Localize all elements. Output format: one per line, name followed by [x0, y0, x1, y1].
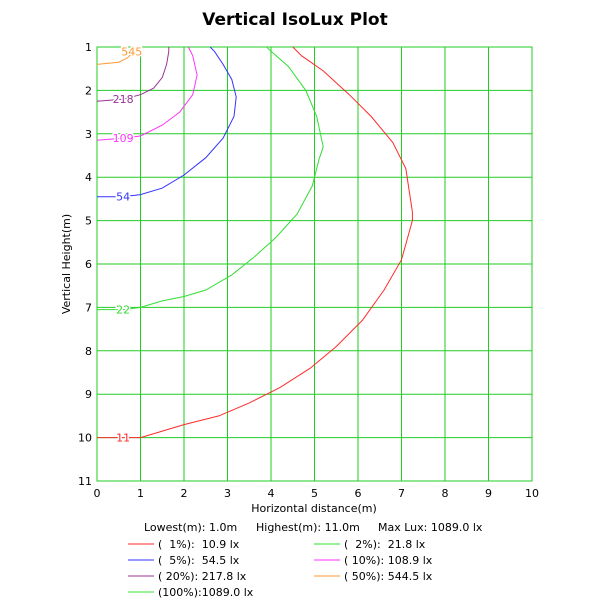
- legend-entry: ( 20%): 217.8 lx: [158, 570, 247, 583]
- y-tick-label: 11: [78, 475, 92, 488]
- x-tick-label: 5: [311, 487, 318, 500]
- info-highest: Highest(m): 11.0m: [256, 521, 360, 534]
- contour-label-22: 22: [116, 304, 130, 317]
- contour-line-22: [97, 46, 324, 311]
- y-tick-label: 6: [85, 258, 92, 271]
- y-tick-label: 3: [85, 128, 92, 141]
- contour-label-109: 109: [113, 132, 134, 145]
- info-lowest: Lowest(m): 1.0m: [144, 521, 237, 534]
- x-tick-label: 7: [398, 487, 405, 500]
- y-tick-label: 5: [85, 215, 92, 228]
- contour-label-11: 11: [116, 432, 130, 445]
- x-tick-label: 1: [137, 487, 144, 500]
- x-tick-label: 10: [525, 487, 539, 500]
- y-tick-label: 10: [78, 432, 92, 445]
- contour-label-218: 218: [113, 93, 134, 106]
- x-tick-label: 0: [94, 487, 101, 500]
- x-axis-ticks: 0 1 2 3 4 5 6 7 8 9 10: [94, 487, 540, 500]
- y-axis-ticks: 1 2 3 4 5 6 7 8 9 10 11: [78, 41, 92, 488]
- contour-line-109: [96, 46, 198, 141]
- legend-entry: ( 2%): 21.8 lx: [344, 538, 426, 551]
- info-row: Lowest(m): 1.0m Highest(m): 11.0m Max Lu…: [144, 521, 483, 534]
- legend-entry: ( 5%): 54.5 lx: [158, 554, 240, 567]
- contour-line-545: [96, 46, 137, 65]
- legend-entry: ( 10%): 108.9 lx: [344, 554, 433, 567]
- contour-line-54: [97, 46, 237, 198]
- x-tick-label: 4: [268, 487, 275, 500]
- y-tick-label: 8: [85, 345, 92, 358]
- plot-frame: [96, 46, 533, 482]
- legend-entry: (100%):1089.0 lx: [158, 586, 254, 599]
- contour-line-218: [96, 47, 170, 102]
- chart-title: Vertical IsoLux Plot: [202, 10, 387, 30]
- x-tick-label: 3: [224, 487, 231, 500]
- y-tick-label: 1: [85, 41, 92, 54]
- x-axis-label: Horizontal distance(m): [251, 502, 377, 515]
- contour-lines: 11 22 54 109 218 545: [96, 44, 413, 446]
- y-tick-label: 9: [85, 388, 92, 401]
- x-tick-label: 8: [442, 487, 449, 500]
- contour-line-11: [97, 46, 413, 439]
- legend: ( 1%): 10.9 lx ( 2%): 21.8 lx ( 5%): 54.5 …: [128, 538, 433, 599]
- contour-label-54: 54: [116, 191, 130, 204]
- y-tick-label: 2: [85, 84, 92, 97]
- x-tick-label: 6: [355, 487, 362, 500]
- y-tick-label: 7: [85, 301, 92, 314]
- y-tick-label: 4: [85, 171, 92, 184]
- x-tick-label: 2: [181, 487, 188, 500]
- legend-entry: ( 1%): 10.9 lx: [158, 538, 240, 551]
- legend-entry: ( 50%): 544.5 lx: [344, 570, 433, 583]
- info-max-lux: Max Lux: 1089.0 lx: [378, 521, 483, 534]
- contour-label-545: 545: [121, 45, 142, 58]
- y-axis-label: Vertical Height(m): [60, 214, 73, 314]
- x-tick-label: 9: [485, 487, 492, 500]
